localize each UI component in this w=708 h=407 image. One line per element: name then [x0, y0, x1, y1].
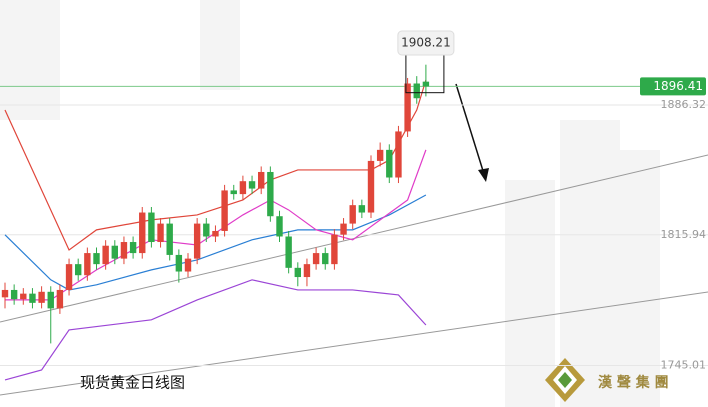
- indicator-line: [4, 279, 427, 381]
- candle-body: [212, 230, 219, 237]
- candle-body: [166, 223, 173, 255]
- candle-body: [349, 205, 356, 224]
- candle-body: [404, 83, 411, 132]
- candle-body: [175, 254, 183, 272]
- candle-body: [285, 236, 292, 268]
- candle-body: [148, 212, 155, 243]
- candle-body: [38, 291, 45, 303]
- candle-body: [267, 171, 274, 217]
- candle-body: [65, 264, 73, 290]
- candle-body: [303, 264, 311, 278]
- candle-body: [47, 291, 54, 309]
- candle-body: [84, 253, 91, 276]
- chart-title: 现货黄金日线图: [80, 374, 185, 392]
- annotation-box: [397, 30, 455, 56]
- last-price-label: 1896.41: [653, 79, 703, 93]
- candle-body: [340, 223, 347, 235]
- candle-body: [29, 293, 36, 303]
- candle-body: [239, 181, 247, 195]
- candle-body: [322, 253, 329, 265]
- last-price-box: [640, 77, 706, 96]
- candle-body: [358, 205, 366, 213]
- candle-body: [10, 289, 18, 300]
- candle-body: [395, 131, 402, 178]
- candle-body: [386, 149, 393, 178]
- candle-body: [248, 181, 256, 189]
- candle-body: [157, 223, 164, 243]
- candle-body: [193, 223, 201, 259]
- candle-body: [294, 267, 301, 278]
- highlight-box: [405, 54, 445, 94]
- candle-body: [120, 242, 128, 259]
- candle-body: [203, 223, 210, 237]
- candle-body: [56, 289, 64, 309]
- candle-body: [331, 234, 338, 265]
- candle-body: [20, 293, 27, 300]
- y-tick-label: 1886.32: [661, 98, 707, 111]
- forecast-arrow: [455, 83, 485, 175]
- background-buildings: [0, 0, 660, 407]
- logo: 漢 聲 集 團: [545, 358, 669, 402]
- candle-body: [102, 245, 109, 265]
- brand: 漢 聲 集 團: [598, 374, 669, 391]
- trendline-lower: [0, 291, 708, 396]
- arrow-head: [478, 168, 489, 182]
- candle-body: [129, 242, 137, 254]
- candle-body: [184, 258, 192, 272]
- candle-body: [276, 216, 283, 237]
- candle-body: [367, 160, 375, 213]
- candle-body: [312, 253, 320, 265]
- candle-body: [413, 83, 420, 99]
- candle-body: [139, 212, 146, 254]
- y-tick-label: 1815.94: [661, 228, 707, 241]
- candle-body: [1, 289, 9, 298]
- indicator-line: [4, 79, 427, 251]
- annotation-label: 1908.21: [401, 36, 451, 50]
- candle-body: [93, 253, 100, 265]
- y-tick-label: 1745.01: [661, 359, 707, 372]
- candle-body: [422, 81, 430, 87]
- candle-body: [376, 149, 384, 161]
- candle-body: [111, 245, 118, 259]
- candle-body: [230, 190, 237, 195]
- candle-body: [75, 264, 82, 276]
- candle-body: [258, 171, 265, 189]
- candle-body: [221, 190, 228, 231]
